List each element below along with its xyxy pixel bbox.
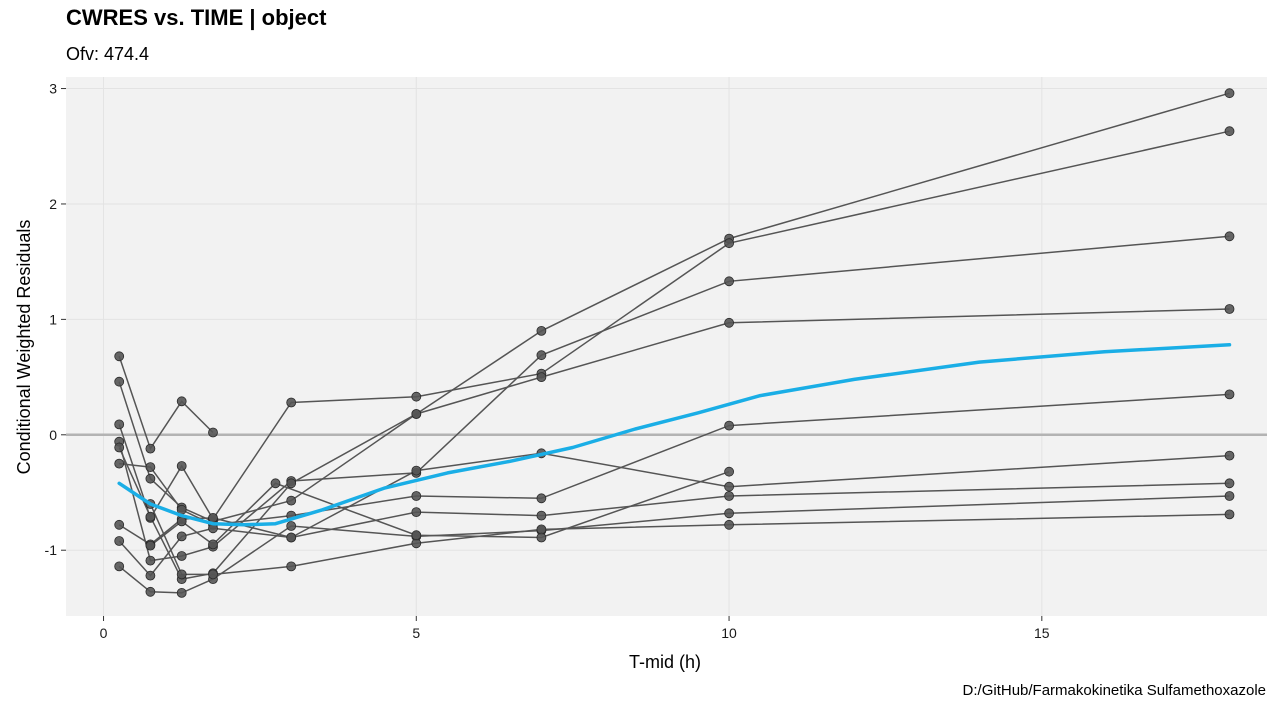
data-point	[411, 538, 422, 549]
data-point	[145, 511, 156, 522]
data-point	[176, 396, 187, 407]
chart-subtitle: Ofv: 474.4	[66, 44, 150, 64]
data-point	[411, 465, 422, 476]
data-point	[1224, 509, 1235, 520]
data-point	[114, 442, 125, 453]
data-point	[145, 473, 156, 484]
data-point	[114, 376, 125, 387]
data-point	[411, 391, 422, 402]
series-line-10	[149, 503, 1230, 576]
data-point	[1224, 478, 1235, 489]
data-point	[114, 561, 125, 572]
data-point	[114, 458, 125, 469]
y-tick-label: 3	[49, 81, 57, 97]
data-point	[145, 443, 156, 454]
data-point	[1224, 231, 1235, 242]
data-point	[724, 238, 734, 249]
data-point	[536, 350, 547, 361]
data-point	[1224, 491, 1235, 501]
data-point	[114, 519, 125, 530]
data-point	[1224, 126, 1235, 137]
axis-ticks: 0 5 10 15 -1 0 1 2 3	[45, 81, 1050, 641]
data-point	[176, 551, 187, 561]
data-point	[286, 561, 297, 572]
data-point	[114, 351, 125, 362]
file-path-caption: D:/GitHub/Farmakokinetika Sulfamethoxazo…	[962, 682, 1266, 699]
data-point	[286, 397, 297, 408]
data-point	[286, 478, 297, 489]
data-point	[724, 317, 734, 328]
y-tick-label: 2	[49, 196, 57, 212]
x-tick-label: 10	[721, 625, 737, 641]
data-point	[536, 510, 547, 521]
x-tick-label: 15	[1034, 625, 1050, 641]
individual-series	[114, 88, 1235, 598]
data-point	[145, 570, 156, 581]
data-point	[114, 536, 125, 546]
data-point	[145, 586, 156, 597]
data-point	[724, 519, 734, 530]
x-tick-label: 5	[412, 625, 420, 641]
data-point	[176, 588, 187, 598]
data-point	[1224, 450, 1235, 461]
x-tick-label: 0	[100, 625, 108, 641]
data-point	[536, 372, 547, 383]
data-point	[176, 569, 187, 580]
y-tick-label: -1	[45, 542, 58, 558]
data-point	[145, 462, 156, 473]
data-point	[411, 530, 422, 541]
data-point	[208, 427, 218, 438]
data-point	[208, 539, 218, 550]
data-point	[176, 461, 187, 471]
data-point	[1224, 88, 1235, 99]
data-point	[536, 532, 547, 543]
y-tick-label: 1	[49, 311, 57, 327]
data-point	[145, 540, 156, 551]
data-point	[411, 409, 422, 419]
data-point	[724, 466, 734, 477]
data-point	[724, 481, 734, 492]
data-point	[286, 495, 297, 506]
smooth-trend-line	[117, 343, 1232, 527]
y-tick-label: 0	[49, 427, 57, 443]
data-point	[1224, 304, 1235, 314]
data-point	[724, 491, 734, 501]
data-point	[724, 420, 734, 431]
x-axis-title: T-mid (h)	[629, 652, 701, 672]
data-point	[724, 508, 734, 519]
data-point	[536, 325, 547, 336]
data-point	[1224, 389, 1235, 400]
y-axis-title: Conditional Weighted Residuals	[14, 220, 34, 475]
data-point	[176, 516, 187, 527]
data-point	[208, 513, 218, 523]
series-line-1	[118, 356, 214, 451]
data-point	[208, 569, 218, 580]
data-point	[411, 491, 422, 501]
data-point	[536, 493, 547, 504]
data-point	[114, 419, 125, 430]
data-point	[724, 276, 734, 287]
chart-title: CWRES vs. TIME | object	[66, 5, 327, 30]
data-point	[270, 478, 281, 489]
data-point	[536, 524, 547, 535]
data-point	[176, 531, 187, 542]
data-point	[286, 521, 297, 531]
data-point	[286, 532, 297, 543]
data-point	[145, 555, 156, 566]
data-point	[411, 507, 422, 517]
